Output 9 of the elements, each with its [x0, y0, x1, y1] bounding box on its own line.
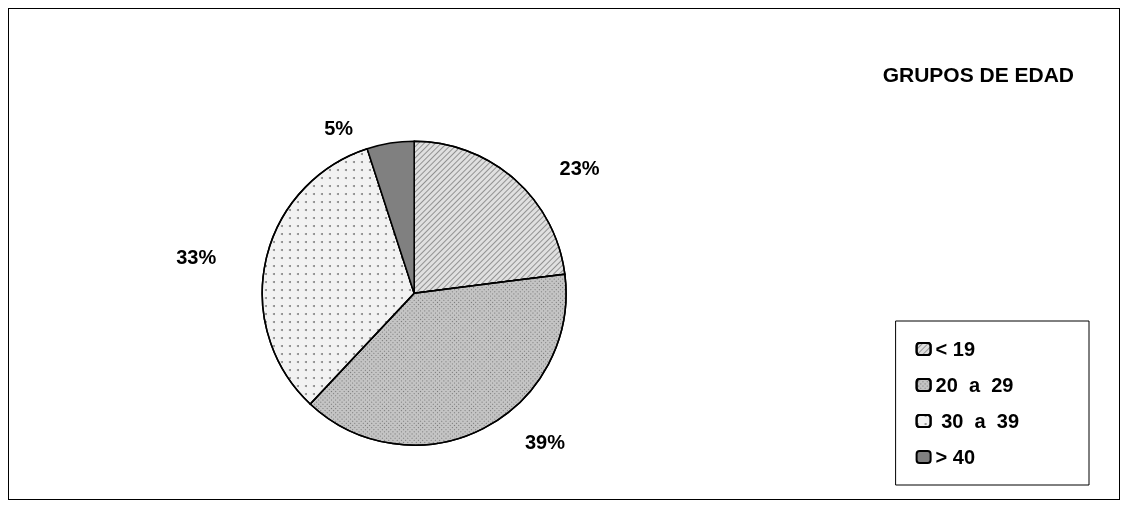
legend-title: GRUPOS DE EDAD [882, 63, 1074, 86]
legend-label: 30 a 39 [935, 410, 1020, 432]
legend-label: 20 a 29 [935, 374, 1014, 396]
data-label: 5% [324, 117, 354, 140]
legend-label: > 40 [935, 446, 976, 468]
legend-label: < 19 [935, 338, 976, 360]
data-label: 33% [176, 245, 217, 268]
data-label: 23% [559, 157, 600, 180]
data-label: 39% [524, 430, 566, 453]
